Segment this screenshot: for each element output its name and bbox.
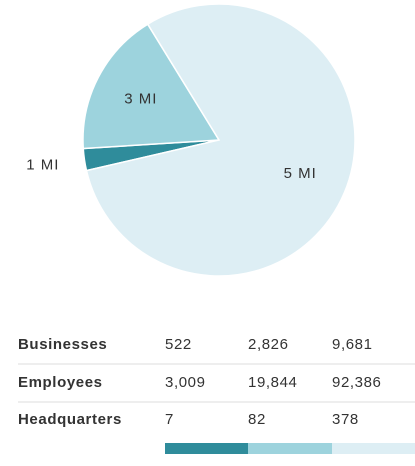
legend-swatch (332, 443, 415, 454)
row-label: Headquarters (18, 411, 122, 428)
slice-label: 5 MI (284, 165, 317, 182)
table-cell: 378 (332, 411, 359, 428)
legend-swatch (248, 443, 332, 454)
row-label: Employees (18, 374, 103, 391)
legend-swatch (165, 443, 248, 454)
table-cell: 92,386 (332, 374, 381, 391)
slice-label: 3 MI (124, 90, 157, 107)
row-label: Businesses (18, 336, 107, 353)
table-cell: 522 (165, 336, 192, 353)
pie-slice (82, 23, 221, 150)
table-cell: 7 (165, 411, 174, 428)
table-cell: 82 (248, 411, 266, 428)
table-cell: 9,681 (332, 336, 373, 353)
table-cell: 19,844 (248, 374, 297, 391)
slice-label: 1 MI (26, 157, 59, 174)
table-cell: 2,826 (248, 336, 289, 353)
table-cell: 3,009 (165, 374, 206, 391)
pie-slice (85, 3, 356, 277)
